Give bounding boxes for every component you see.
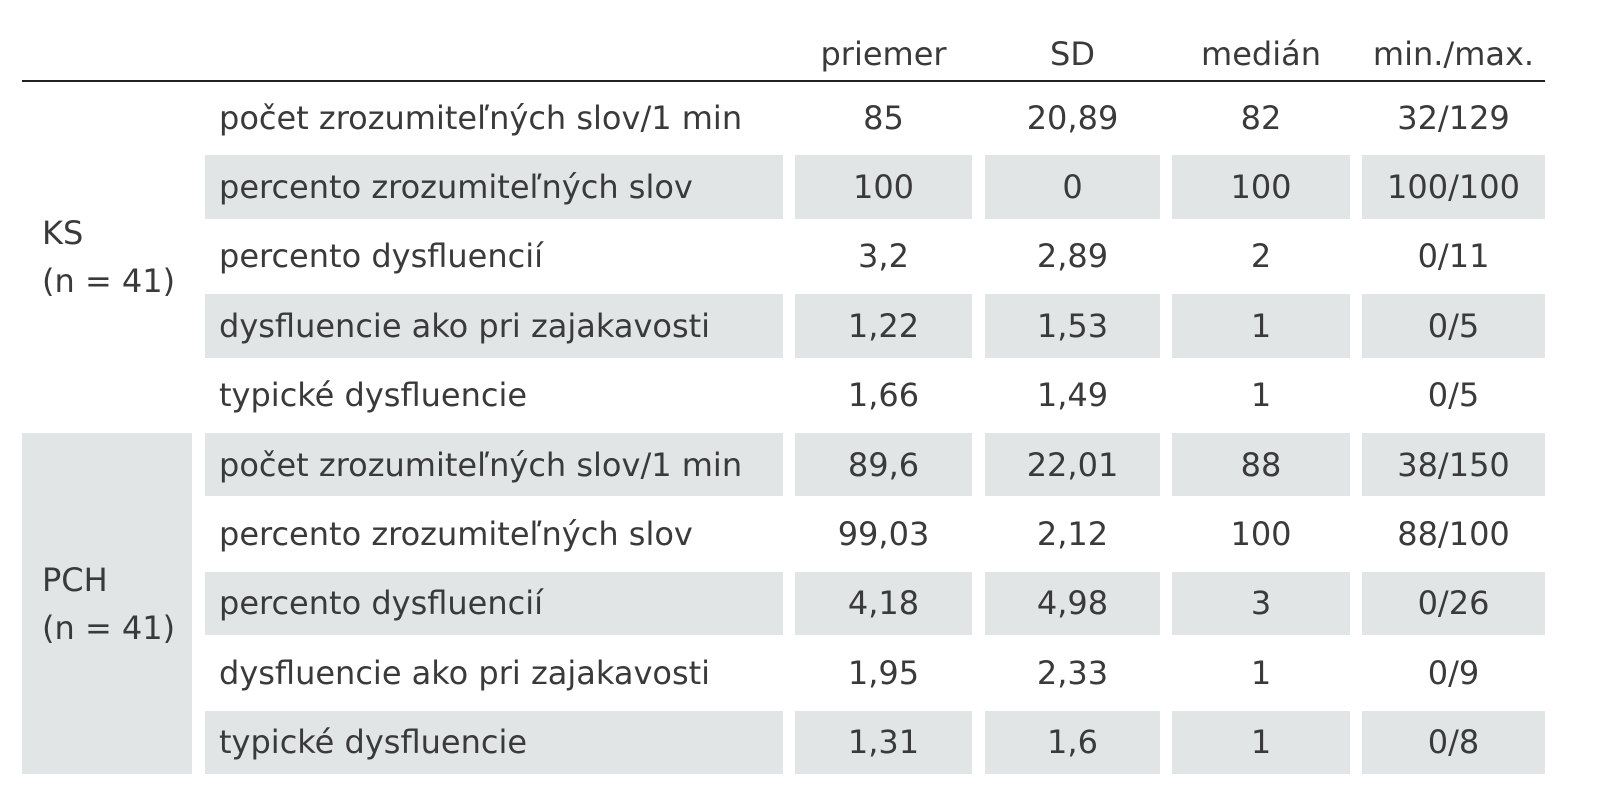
group-label: (n = 41) (42, 608, 176, 647)
value-cell: 0/11 (1417, 237, 1490, 276)
value-cell: 22,01 (985, 433, 1160, 497)
value-cell: 3,2 (858, 237, 909, 276)
header-rule (22, 80, 1545, 82)
value-cell: 1,53 (985, 294, 1160, 358)
column-header: medián (1201, 35, 1321, 73)
row-label: percento zrozumiteľných slov (205, 155, 783, 219)
value-cell: 1 (1250, 653, 1272, 692)
value-cell: 82 (1240, 98, 1282, 137)
value-cell: 100/100 (1362, 155, 1545, 219)
value-cell: 1 (1250, 376, 1272, 415)
row-label: typické dysfluencie (205, 710, 783, 774)
group-cell: KS (n = 41) (22, 86, 192, 427)
group-label: PCH (42, 560, 108, 599)
value-cell: 2,12 (1036, 515, 1109, 554)
value-cell: 88/100 (1397, 515, 1510, 554)
value-cell: 89,6 (795, 433, 972, 497)
row-label: percento dysfluencií (205, 571, 783, 636)
value-cell: 2 (1250, 237, 1272, 276)
row-label: typické dysfluencie (219, 376, 528, 415)
value-cell: 1,6 (985, 710, 1160, 774)
value-cell: 1,31 (795, 710, 972, 774)
value-cell: 0/5 (1362, 294, 1545, 358)
value-cell: 88 (1172, 433, 1350, 497)
row-label: percento zrozumiteľných slov (219, 515, 693, 554)
value-cell: 100 (1172, 155, 1350, 219)
value-cell: 1,22 (795, 294, 972, 358)
column-header: min./max. (1372, 35, 1535, 73)
group-label: KS (42, 213, 84, 252)
value-cell: 32/129 (1397, 98, 1510, 137)
value-cell: 2,33 (1036, 653, 1109, 692)
value-cell: 0/5 (1427, 376, 1480, 415)
row-label: počet zrozumiteľných slov/1 min (205, 433, 783, 497)
row-label: dysfluencie ako pri zajakavosti (205, 294, 783, 358)
value-cell: 3 (1172, 571, 1350, 636)
column-header: priemer (820, 35, 947, 73)
value-cell: 20,89 (1026, 98, 1119, 137)
value-cell: 1,95 (847, 653, 920, 692)
value-cell: 99,03 (837, 515, 930, 554)
row-label: dysfluencie ako pri zajakavosti (219, 653, 711, 692)
value-cell: 4,98 (985, 571, 1160, 636)
value-cell: 38/150 (1362, 433, 1545, 497)
value-cell: 0/8 (1362, 710, 1545, 774)
value-cell: 100 (1230, 515, 1292, 554)
value-cell: 1,49 (1036, 376, 1109, 415)
value-cell: 1 (1172, 294, 1350, 358)
value-cell: 2,89 (1036, 237, 1109, 276)
row-label: percento dysfluencií (219, 237, 544, 276)
value-cell: 4,18 (795, 571, 972, 636)
value-cell: 0 (985, 155, 1160, 219)
value-cell: 85 (863, 98, 904, 137)
column-header: SD (1050, 35, 1095, 73)
group-cell: PCH (n = 41) (22, 433, 192, 774)
value-cell: 0/9 (1427, 653, 1480, 692)
group-label: (n = 41) (42, 261, 176, 300)
value-cell: 1 (1172, 710, 1350, 774)
value-cell: 1,66 (847, 376, 920, 415)
value-cell: 100 (795, 155, 972, 219)
row-label: počet zrozumiteľných slov/1 min (219, 98, 743, 137)
value-cell: 0/26 (1362, 571, 1545, 636)
